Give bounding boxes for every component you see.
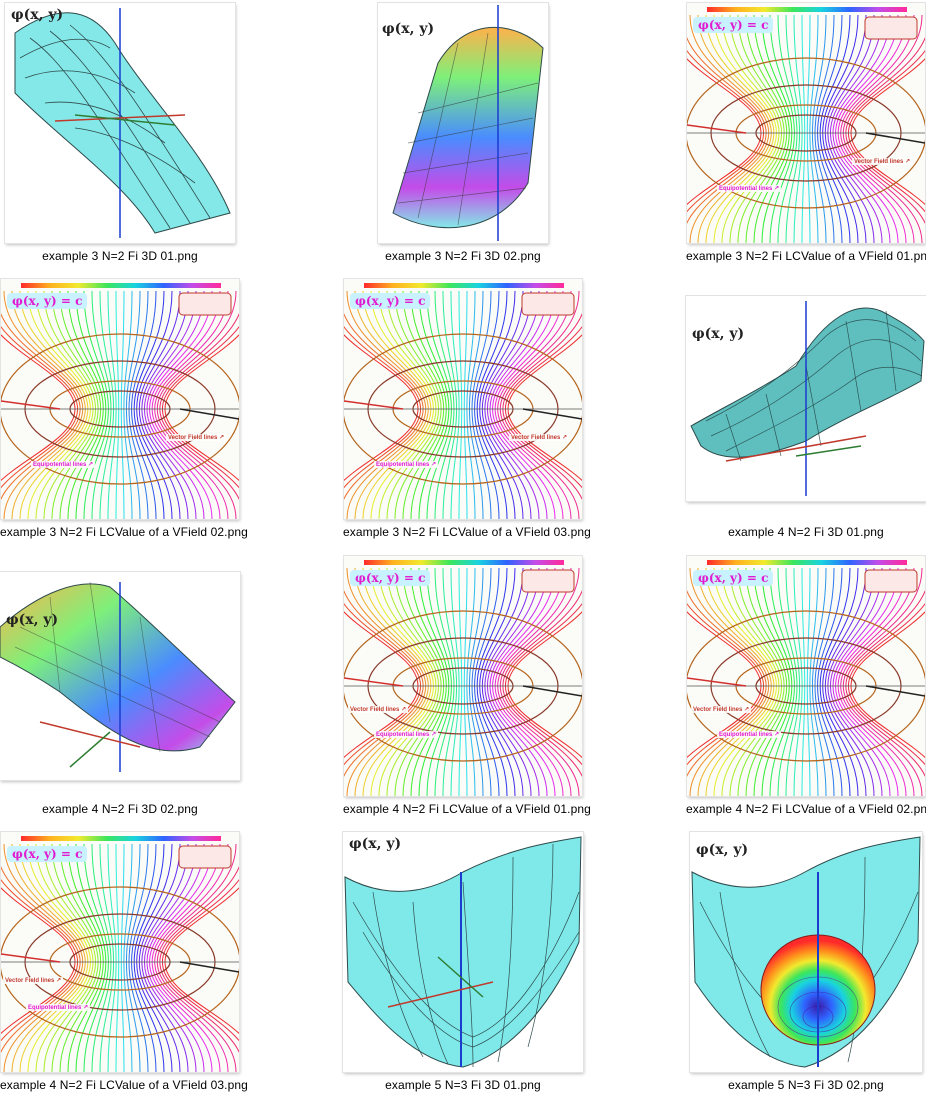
phi-label: φ(x, y) xyxy=(349,835,402,852)
file-name: example 3 N=2 Fi LCValue of a VField 02.… xyxy=(0,525,248,539)
file-name: example 4 N=2 Fi LCValue of a VField 01.… xyxy=(343,802,591,816)
phi-label: φ(x, y) xyxy=(11,6,64,23)
file-tile[interactable]: φ(x, y) = c Vector Field lines ↗ Equipot… xyxy=(686,553,926,823)
file-name: example 4 N=2 Fi 3D 02.png xyxy=(42,802,198,816)
thumbnail-3d-surface: φ(x, y) xyxy=(5,2,235,243)
thumbnail-field-plot: φ(x, y) = c Vector Field lines ↗ Equipot… xyxy=(344,278,582,519)
file-tile[interactable]: φ(x, y) = c Vector Field lines ↗ Equipot… xyxy=(343,276,591,546)
vector-field-label: Vector Field lines ↗ xyxy=(509,433,570,441)
thumbnail-3d-surface: φ(x, y) xyxy=(686,296,926,501)
field-lines-image xyxy=(1,831,239,1072)
file-tile[interactable]: φ(x, y) example 3 N=2 Fi 3D 02.png xyxy=(343,0,583,270)
file-name: example 3 N=2 Fi LCValue of a VField 03.… xyxy=(343,525,591,539)
file-name: example 4 N=2 Fi LCValue of a VField 03.… xyxy=(0,1078,248,1092)
field-lines-image xyxy=(687,555,925,796)
thumbnail-field-plot: φ(x, y) = c Vector Field lines ↗ Equipot… xyxy=(1,278,239,519)
equipotential-label: Equipotential lines ↗ xyxy=(717,184,782,192)
surface-image xyxy=(344,835,582,1068)
file-tile[interactable]: φ(x, y) = c Vector Field lines ↗ Equipot… xyxy=(0,829,248,1099)
thumbnail-field-plot: φ(x, y) = c Vector Field lines ↗ Equipot… xyxy=(344,555,582,796)
surface-image xyxy=(690,301,925,496)
field-lines-image xyxy=(344,555,582,796)
phi-label: φ(x, y) xyxy=(6,611,59,628)
file-tile[interactable]: φ(x, y) example 5 N=3 Fi 3D 02.png xyxy=(686,829,926,1099)
equipotential-label: Equipotential lines ↗ xyxy=(374,730,439,738)
file-name: example 5 N=3 Fi 3D 01.png xyxy=(385,1078,541,1092)
equipotential-label: Equipotential lines ↗ xyxy=(26,1003,91,1011)
surface-image xyxy=(0,581,236,772)
vector-field-label: Vector Field lines ↗ xyxy=(852,157,913,165)
vector-field-label: Vector Field lines ↗ xyxy=(166,433,227,441)
vector-field-label: Vector Field lines ↗ xyxy=(348,705,409,713)
file-name: example 3 N=2 Fi 3D 02.png xyxy=(385,249,541,263)
thumbnail-field-plot: φ(x, y) = c Vector Field lines ↗ Equipot… xyxy=(687,2,925,243)
phi-c-label: φ(x, y) = c xyxy=(693,569,774,586)
equipotential-label: Equipotential lines ↗ xyxy=(374,460,439,468)
file-name: example 4 N=2 Fi 3D 01.png xyxy=(728,525,884,539)
phi-label: φ(x, y) xyxy=(382,20,435,37)
thumbnail-field-plot: φ(x, y) = c Vector Field lines ↗ Equipot… xyxy=(687,555,925,796)
file-tile[interactable]: φ(x, y) example 5 N=3 Fi 3D 01.png xyxy=(343,829,583,1099)
surface-image xyxy=(14,7,231,238)
surface-image xyxy=(691,835,921,1068)
field-lines-image xyxy=(344,278,582,519)
thumbnail-3d-surface: φ(x, y) xyxy=(690,831,922,1072)
file-name: example 3 N=2 Fi 3D 01.png xyxy=(42,249,198,263)
file-tile[interactable]: φ(x, y) example 4 N=2 Fi 3D 01.png xyxy=(686,276,926,546)
file-tile[interactable]: φ(x, y) = c Vector Field lines ↗ Equipot… xyxy=(343,553,591,823)
vector-field-label: Vector Field lines ↗ xyxy=(3,976,64,984)
phi-c-label: φ(x, y) = c xyxy=(350,292,431,309)
file-name: example 3 N=2 Fi LCValue of a VField 01.… xyxy=(686,249,926,263)
file-tile[interactable]: φ(x, y) example 3 N=2 Fi 3D 01.png xyxy=(0,0,240,270)
phi-label: φ(x, y) xyxy=(696,841,749,858)
phi-label: φ(x, y) xyxy=(692,326,745,342)
phi-c-label: φ(x, y) = c xyxy=(693,16,774,33)
equipotential-label: Equipotential lines ↗ xyxy=(717,730,782,738)
equipotential-label: Equipotential lines ↗ xyxy=(31,460,96,468)
phi-c-label: φ(x, y) = c xyxy=(7,292,88,309)
file-name: example 5 N=3 Fi 3D 02.png xyxy=(728,1078,884,1092)
file-name: example 4 N=2 Fi LCValue of a VField 02.… xyxy=(686,802,926,816)
thumbnail-3d-surface: φ(x, y) xyxy=(343,831,583,1072)
file-tile[interactable]: φ(x, y) = c Vector Field lines ↗ Equipot… xyxy=(0,276,248,546)
vector-field-label: Vector Field lines ↗ xyxy=(691,705,752,713)
thumbnail-field-plot: φ(x, y) = c Vector Field lines ↗ Equipot… xyxy=(1,831,239,1072)
file-tile[interactable]: φ(x, y) example 4 N=2 Fi 3D 02.png xyxy=(0,553,240,823)
phi-c-label: φ(x, y) = c xyxy=(7,845,88,862)
phi-c-label: φ(x, y) = c xyxy=(350,569,431,586)
file-tile[interactable]: φ(x, y) = c Vector Field lines ↗ Equipot… xyxy=(686,0,926,270)
thumbnail-3d-surface: φ(x, y) xyxy=(378,2,548,243)
field-lines-image xyxy=(687,2,925,243)
field-lines-image xyxy=(1,278,239,519)
thumbnail-3d-surface: φ(x, y) xyxy=(0,571,240,780)
surface-image xyxy=(392,4,544,241)
